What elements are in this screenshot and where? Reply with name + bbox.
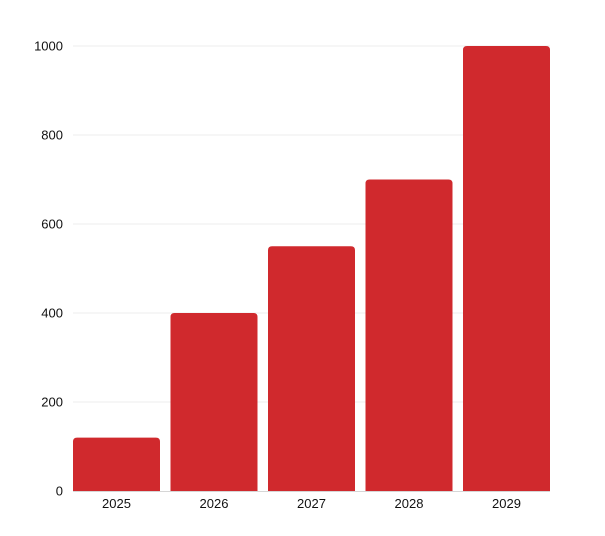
y-tick-label: 400 [41,306,63,321]
y-tick-label: 600 [41,217,63,232]
bar-2029 [463,46,550,491]
bar-2027 [268,246,355,491]
y-tick-label: 200 [41,395,63,410]
bar-2028 [365,179,453,491]
y-tick-label: 1000 [34,39,63,54]
y-tick-label: 0 [56,484,63,499]
bar-2025 [73,437,160,491]
bars [73,46,550,491]
x-axis-tick-labels: 2025 2026 2027 2028 2029 [102,496,521,511]
y-axis-tick-labels: 0 200 400 600 800 1000 [34,39,63,499]
bar-2026 [170,313,258,491]
x-tick-label: 2025 [102,496,131,511]
y-tick-label: 800 [41,128,63,143]
x-tick-label: 2027 [297,496,326,511]
x-tick-label: 2026 [200,496,229,511]
x-tick-label: 2029 [492,496,521,511]
x-tick-label: 2028 [395,496,424,511]
